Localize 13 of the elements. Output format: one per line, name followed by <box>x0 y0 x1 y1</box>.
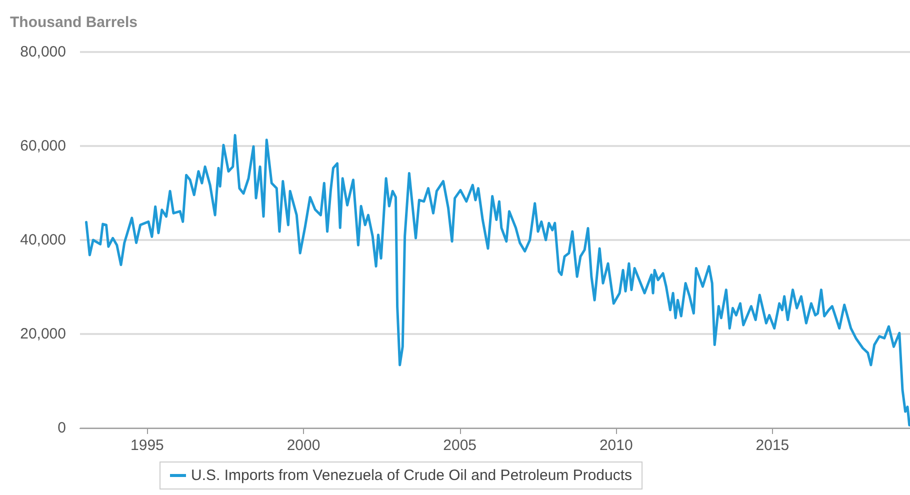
x-tick-label: 1995 <box>130 437 164 454</box>
x-tick-label: 2000 <box>286 437 320 454</box>
y-tick-label: 0 <box>58 420 66 436</box>
x-tick-label: 2010 <box>599 437 633 454</box>
y-tick-label: 20,000 <box>20 326 66 342</box>
y-axis-title: Thousand Barrels <box>10 14 138 31</box>
y-tick-label: 60,000 <box>20 138 66 154</box>
y-tick-label: 40,000 <box>20 232 66 248</box>
x-tick-label: 2015 <box>756 437 790 454</box>
x-tick-label: 2005 <box>443 437 477 454</box>
line-series <box>85 134 910 426</box>
y-tick-label: 80,000 <box>20 44 66 60</box>
legend-label: U.S. Imports from Venezuela of Crude Oil and Petroleum Products <box>191 467 632 484</box>
